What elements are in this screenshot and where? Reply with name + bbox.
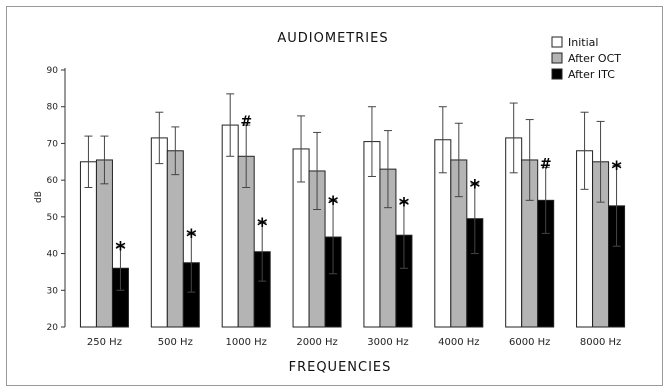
significance-asterisk: * bbox=[328, 191, 339, 215]
y-tick-label: 90 bbox=[47, 66, 59, 76]
legend-label: After OCT bbox=[568, 52, 621, 65]
bars: 250 Hz 500 Hz 1000 Hz 2000 Hz 3000 Hz 4000 Hz… bbox=[79, 93, 626, 348]
x-tick-label: 4000 Hz bbox=[438, 337, 479, 348]
x-tick-label: 3000 Hz bbox=[367, 337, 408, 348]
significance-hash: # bbox=[240, 114, 252, 130]
chart-title: AUDIOMETRIES bbox=[277, 31, 388, 46]
y-tick-label: 20 bbox=[47, 323, 59, 333]
y-tick-label: 40 bbox=[47, 250, 59, 260]
y-axis-label: dB bbox=[34, 191, 44, 203]
significance-hash: # bbox=[540, 156, 552, 172]
significance-asterisk: * bbox=[115, 237, 126, 261]
y-tick-label: 30 bbox=[47, 286, 59, 296]
significance-asterisk: * bbox=[186, 224, 197, 248]
legend-swatch bbox=[551, 36, 563, 48]
x-tick-label: 8000 Hz bbox=[580, 337, 621, 348]
y-tick-label: 70 bbox=[47, 139, 59, 149]
significance-asterisk: * bbox=[399, 193, 410, 217]
y-tick-label: 60 bbox=[47, 176, 59, 186]
legend-swatch bbox=[551, 52, 563, 64]
x-tick-label: 500 Hz bbox=[158, 337, 193, 348]
legend-label: After ITC bbox=[568, 68, 615, 81]
x-tick-label: 250 Hz bbox=[87, 337, 122, 348]
audiometry-chart: AUDIOMETRIES 20 30 40 50 60 70 80 90 250 Hz 500 … bbox=[34, 31, 626, 375]
significance-asterisk: * bbox=[611, 156, 622, 180]
y-tick-label: 80 bbox=[47, 103, 59, 113]
legend-swatch bbox=[551, 68, 563, 80]
y-tick-label: 50 bbox=[47, 213, 59, 223]
axes: 20 30 40 50 60 70 80 90 bbox=[47, 66, 66, 333]
x-tick-label: 6000 Hz bbox=[509, 337, 550, 348]
x-tick-label: 1000 Hz bbox=[225, 337, 266, 348]
bar-after-oct bbox=[166, 150, 184, 328]
significance-asterisk: * bbox=[257, 213, 268, 237]
legend-label: Initial bbox=[568, 36, 598, 49]
chart-frame: AUDIOMETRIES 20 30 40 50 60 70 80 90 250 Hz 500 … bbox=[6, 6, 663, 386]
legend: Initial After OCT After ITC bbox=[551, 36, 621, 81]
bar-after-oct bbox=[95, 159, 113, 328]
x-axis-label: FREQUENCIES bbox=[289, 360, 392, 375]
x-tick-label: 2000 Hz bbox=[296, 337, 337, 348]
bar-initial bbox=[150, 137, 168, 328]
significance-asterisk: * bbox=[470, 175, 481, 199]
